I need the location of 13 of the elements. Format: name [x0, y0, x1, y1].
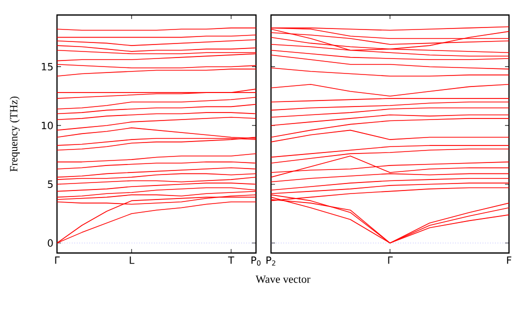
- y-tick-label: 0: [48, 239, 53, 247]
- y-axis-title: Frequency (THz): [10, 96, 20, 172]
- x-tick-label: T: [228, 256, 234, 264]
- y-tick-label: 15: [42, 63, 53, 70]
- x-tick-label: Γ: [388, 256, 393, 264]
- x-tick-label: F: [507, 256, 512, 264]
- x-tick-label: L: [130, 256, 134, 264]
- x-tick-label: P$_{2}$: [266, 256, 276, 266]
- x-tick-label: Γ: [55, 256, 60, 264]
- y-tick-label: 10: [42, 122, 53, 130]
- x-tick-label: P$_{0}$: [252, 256, 261, 266]
- x-axis-title: Wave vector: [256, 276, 310, 283]
- y-tick-label: 5: [48, 180, 53, 188]
